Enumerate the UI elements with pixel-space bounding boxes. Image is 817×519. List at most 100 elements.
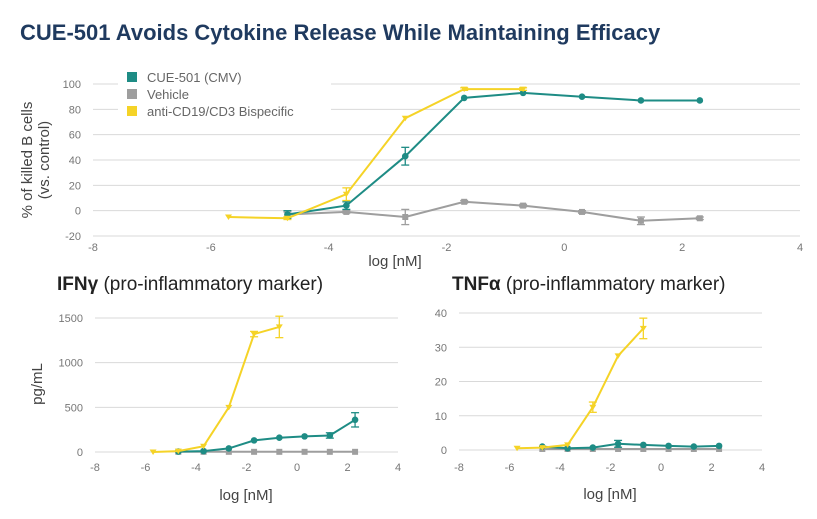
- data-point: [589, 404, 597, 411]
- x-tick-label: 0: [658, 462, 664, 474]
- legend-label: anti-CD19/CD3 Bispecific: [147, 104, 294, 119]
- data-point: [640, 441, 647, 449]
- chart-subtitle-rest: (pro-inflammatory marker): [501, 274, 726, 295]
- y-axis-label: % of killed B cells(vs. control): [19, 102, 53, 219]
- data-point: [696, 215, 703, 222]
- y-tick-label: 0: [75, 206, 81, 218]
- y-axis-label-line2: (vs. control): [36, 121, 53, 199]
- data-point: [639, 325, 647, 332]
- data-point: [637, 217, 644, 224]
- chart-subtitle: TNFα (pro-inflammatory marker): [452, 274, 726, 295]
- data-point: [615, 445, 622, 452]
- data-point: [275, 324, 283, 330]
- x-tick-label: -6: [206, 242, 216, 254]
- x-tick-label: -2: [242, 462, 252, 474]
- data-point: [225, 448, 232, 455]
- data-point: [149, 449, 157, 455]
- data-point: [250, 331, 258, 338]
- x-tick-label: -8: [90, 462, 100, 474]
- legend: CUE-501 (CMV) Vehicle anti-CD19/CD3 Bispec…: [118, 64, 331, 124]
- x-tick-label: -4: [555, 462, 565, 474]
- y-tick-label: 500: [65, 402, 83, 414]
- y-tick-label: 80: [69, 104, 81, 116]
- data-point: [225, 214, 233, 220]
- x-tick-label: -6: [141, 462, 151, 474]
- y-tick-label: 1500: [59, 313, 83, 325]
- data-point: [301, 448, 308, 455]
- data-point: [460, 86, 468, 93]
- y-axis-label: pg/mL: [29, 363, 46, 405]
- x-axis-label: log [nM]: [219, 487, 272, 504]
- data-point: [174, 448, 182, 455]
- data-point: [250, 437, 258, 444]
- x-tick-label: 2: [679, 242, 685, 254]
- data-point: [614, 353, 622, 359]
- data-point: [225, 445, 233, 452]
- x-tick-label: 4: [395, 462, 401, 474]
- y-tick-label: -20: [65, 231, 81, 243]
- data-point: [276, 448, 283, 455]
- x-tick-label: 0: [294, 462, 300, 474]
- data-point: [402, 214, 409, 220]
- x-tick-label: 2: [708, 462, 714, 474]
- y-tick-label: 40: [435, 308, 447, 320]
- data-point: [519, 86, 527, 93]
- series-line: [517, 327, 645, 450]
- series-line: [287, 91, 700, 216]
- data-point: [276, 434, 283, 442]
- x-tick-label: -8: [88, 242, 98, 254]
- data-point: [589, 444, 597, 451]
- legend-swatch: [127, 72, 137, 82]
- data-point: [343, 202, 350, 209]
- x-axis-label: log [nM]: [583, 486, 636, 503]
- data-point: [283, 215, 291, 222]
- y-tick-label: 0: [77, 447, 83, 459]
- data-point: [614, 440, 622, 448]
- data-point: [251, 448, 258, 455]
- x-tick-label: -2: [606, 462, 616, 474]
- data-point: [343, 208, 350, 215]
- series-line: [153, 325, 280, 453]
- chart-subtitle-rest: (pro-inflammatory marker): [98, 274, 323, 295]
- series-line: [542, 442, 720, 450]
- x-tick-label: 4: [759, 462, 765, 474]
- data-point: [578, 93, 586, 100]
- data-point: [352, 448, 359, 455]
- y-tick-label: 100: [63, 79, 81, 91]
- y-tick-label: 30: [435, 342, 447, 354]
- legend-swatch: [127, 89, 137, 99]
- y-tick-label: 10: [435, 411, 447, 423]
- chart-3: 0 10 20 30 40 -8 -6 -4 -2 0 2 4 log [nM] TNFα (pro-in…: [435, 274, 765, 503]
- x-axis-label: log [nM]: [368, 253, 421, 270]
- series-anti-cd19-cd3-bispecific: [225, 86, 528, 222]
- x-tick-label: -6: [505, 462, 515, 474]
- page-title: CUE-501 Avoids Cytokine Release While Ma…: [20, 20, 661, 45]
- data-point: [637, 97, 645, 104]
- data-point: [401, 115, 409, 122]
- y-tick-label: 20: [69, 180, 81, 192]
- data-point: [200, 443, 208, 450]
- y-tick-label: 20: [435, 377, 447, 389]
- series-line: [228, 88, 524, 220]
- chart-subtitle-bold: TNFα: [452, 274, 501, 295]
- series-cue-501-cmv-: [539, 439, 723, 452]
- data-point: [342, 191, 350, 198]
- data-point: [401, 152, 409, 160]
- legend-swatch: [127, 106, 137, 116]
- data-point: [520, 202, 527, 209]
- x-tick-label: 2: [344, 462, 350, 474]
- data-point: [665, 442, 672, 450]
- data-point: [564, 442, 572, 448]
- data-point: [225, 404, 233, 411]
- chart-subtitle-bold: IFNγ: [57, 274, 99, 295]
- data-point: [696, 97, 704, 104]
- x-tick-label: -8: [454, 462, 464, 474]
- data-point: [513, 445, 521, 452]
- y-tick-label: 1000: [59, 358, 83, 370]
- series-line: [287, 200, 700, 222]
- data-point: [690, 443, 698, 450]
- data-point: [564, 444, 571, 452]
- x-tick-label: 4: [797, 242, 803, 254]
